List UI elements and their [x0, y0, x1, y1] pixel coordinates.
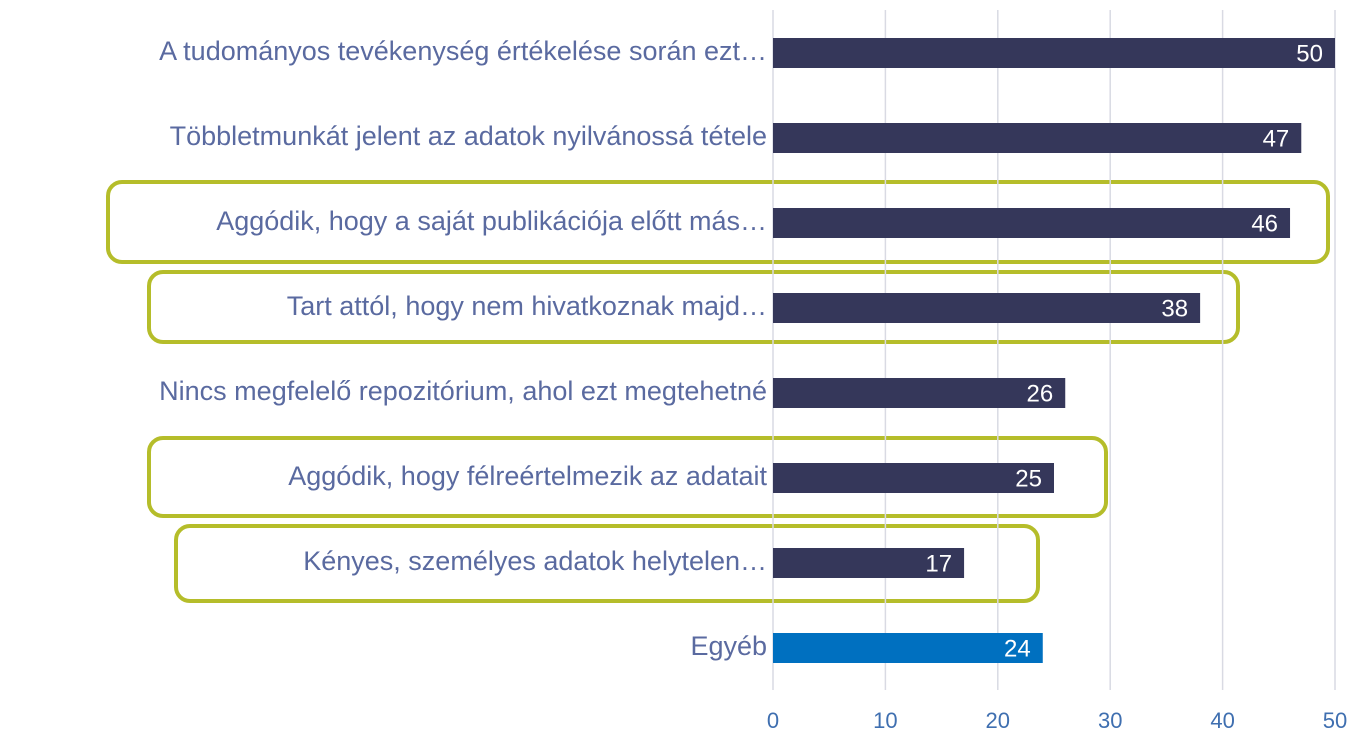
category-label: Kényes, személyes adatok helytelen… [303, 546, 767, 576]
highlight-box [106, 180, 1330, 264]
bar [773, 548, 965, 578]
category-label: Aggódik, hogy a saját publikációja előtt… [216, 206, 767, 236]
category-label: Aggódik, hogy félreértelmezik az adatait [288, 461, 767, 491]
value-label: 38 [1161, 295, 1188, 322]
bars: A tudományos tevékenység értékelése sorá… [159, 36, 1335, 663]
bar [773, 38, 1335, 68]
x-tick-label: 0 [767, 708, 779, 733]
x-tick-label: 50 [1323, 708, 1347, 733]
highlight-box [147, 270, 1240, 344]
x-tick-label: 10 [873, 708, 897, 733]
value-label: 50 [1296, 40, 1323, 67]
category-label: Nincs megfelelő repozitórium, ahol ezt m… [159, 376, 767, 406]
x-tick-label: 40 [1210, 708, 1234, 733]
x-tick-label: 20 [986, 708, 1010, 733]
bar [773, 378, 1066, 408]
highlight-box [147, 436, 1108, 518]
bar [773, 293, 1201, 323]
category-label: Többletmunkát jelent az adatok nyilvános… [170, 121, 767, 151]
category-label: Egyéb [690, 631, 767, 661]
value-label: 24 [1004, 635, 1031, 662]
bar [773, 463, 1054, 493]
category-label: A tudományos tevékenység értékelése sorá… [159, 36, 767, 66]
x-tick-label: 30 [1098, 708, 1122, 733]
highlight-box [174, 524, 1040, 603]
bar [773, 123, 1302, 153]
bar [773, 208, 1291, 238]
grid: 0 10 20 30 40 50 [767, 10, 1347, 733]
value-label: 46 [1251, 210, 1278, 237]
value-label: 25 [1015, 465, 1042, 492]
category-label: Tart attól, hogy nem hivatkoznak majd… [287, 291, 767, 321]
bar [773, 633, 1043, 663]
value-label: 17 [925, 550, 952, 577]
value-label: 47 [1263, 125, 1290, 152]
value-label: 26 [1027, 380, 1054, 407]
